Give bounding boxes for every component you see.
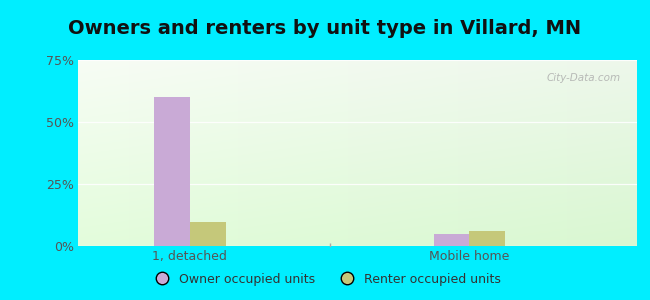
- Text: Owners and renters by unit type in Villard, MN: Owners and renters by unit type in Villa…: [68, 20, 582, 38]
- Bar: [434, 234, 469, 246]
- Text: City-Data.com: City-Data.com: [546, 73, 620, 83]
- Legend: Owner occupied units, Renter occupied units: Owner occupied units, Renter occupied un…: [144, 268, 506, 291]
- Bar: [190, 222, 226, 246]
- Bar: [154, 97, 190, 246]
- Bar: [469, 231, 505, 246]
